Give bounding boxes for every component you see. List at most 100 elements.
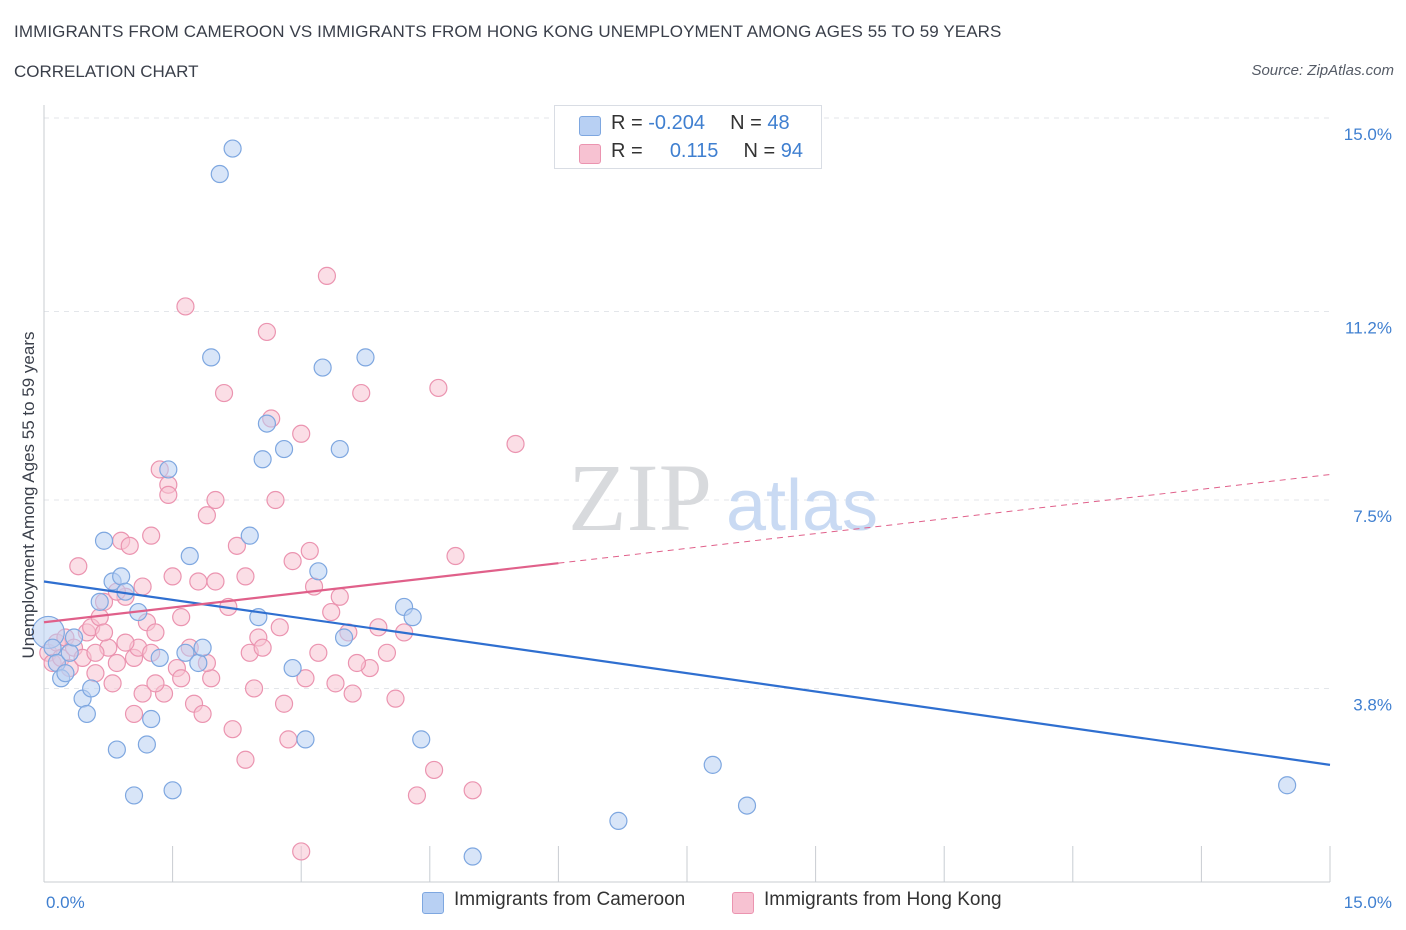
hongkong-point-93 bbox=[124, 704, 144, 724]
tick-labels: 3.8% 7.5% 11.2% 15.0% 0.0% 15.0% bbox=[46, 125, 1392, 912]
cameroon-point-43 bbox=[403, 608, 422, 627]
hongkong-point-82 bbox=[172, 669, 191, 688]
hongkong-point-86 bbox=[142, 526, 161, 545]
hongkong-point-90 bbox=[159, 485, 178, 505]
hongkong-point-64 bbox=[377, 643, 397, 662]
cameroon-point-6 bbox=[64, 628, 84, 647]
cameroon-point-5 bbox=[60, 643, 79, 662]
hongkong-point-36 bbox=[193, 704, 212, 724]
hongkong-point-53 bbox=[296, 669, 315, 688]
hongkong-point-32 bbox=[176, 297, 195, 316]
hongkong-point-35 bbox=[189, 572, 208, 591]
cameroon-point-8 bbox=[77, 704, 96, 724]
hongkong-point-58 bbox=[322, 602, 341, 622]
cameroon-point-14 bbox=[112, 567, 131, 586]
bottom-legend-swatch-hongkong bbox=[732, 892, 754, 914]
watermark: ZIP atlas bbox=[568, 444, 878, 551]
x-tick-label-1: 15.0% bbox=[1344, 893, 1392, 912]
watermark-zip: ZIP bbox=[568, 444, 712, 551]
hongkong-point-50 bbox=[279, 730, 298, 749]
hongkong-point-46 bbox=[257, 322, 277, 342]
cameroon-point-24 bbox=[180, 546, 199, 566]
hongkong-point-54 bbox=[300, 541, 319, 561]
hongkong-point-41 bbox=[223, 720, 242, 739]
cameroon-point-9 bbox=[82, 679, 101, 698]
cameroon-trend-line bbox=[43, 580, 1331, 766]
y-tick-label-0: 3.8% bbox=[1353, 695, 1392, 714]
y-tick-label-1: 7.5% bbox=[1353, 507, 1392, 526]
cameroon-point-40 bbox=[334, 628, 354, 647]
hongkong-point-52 bbox=[292, 424, 311, 443]
hongkong-point-92 bbox=[236, 567, 255, 586]
hongkong-point-11 bbox=[86, 664, 105, 683]
cameroon-point-26 bbox=[193, 638, 212, 657]
hongkong-point-85 bbox=[347, 653, 367, 673]
cameroon-points bbox=[31, 139, 1297, 866]
hongkong-point-15 bbox=[103, 674, 122, 693]
cameroon-point-10 bbox=[90, 592, 109, 611]
grid-lines bbox=[44, 117, 1330, 689]
cameroon-point-16 bbox=[124, 786, 144, 805]
cameroon-point-21 bbox=[159, 460, 178, 479]
hongkong-trend-line bbox=[43, 562, 559, 624]
hongkong-point-77 bbox=[244, 679, 264, 698]
cameroon-point-23 bbox=[176, 643, 195, 662]
bottom-legend-label-cameroon: Immigrants from Cameroon bbox=[454, 889, 686, 910]
source-credit: Source: ZipAtlas.com bbox=[1251, 62, 1394, 79]
hongkong-point-75 bbox=[94, 623, 114, 642]
hongkong-point-65 bbox=[386, 689, 405, 708]
hongkong-point-48 bbox=[266, 490, 285, 510]
legend-n-value-hongkong: 94 bbox=[780, 140, 804, 162]
legend-r-label: R = bbox=[611, 112, 643, 134]
cameroon-point-29 bbox=[223, 139, 242, 158]
cameroon-point-13 bbox=[107, 740, 126, 759]
legend-swatch-cameroon bbox=[579, 116, 601, 136]
chart-subtitle: CORRELATION CHART bbox=[14, 62, 199, 81]
cameroon-point-37 bbox=[309, 562, 328, 581]
hongkong-point-38 bbox=[202, 669, 221, 688]
hongkong-point-62 bbox=[352, 383, 371, 403]
cameroon-point-48 bbox=[737, 796, 757, 815]
x-tick-label-0: 0.0% bbox=[46, 893, 85, 912]
y-axis-label: Unemployment Among Ages 55 to 59 years bbox=[19, 331, 38, 659]
legend-swatch-hongkong bbox=[579, 144, 601, 164]
legend-r-value-cameroon: -0.204 bbox=[648, 112, 705, 134]
hongkong-point-22 bbox=[133, 577, 152, 596]
hongkong-point-43 bbox=[236, 750, 255, 769]
hongkong-point-51 bbox=[283, 552, 302, 571]
cameroon-point-33 bbox=[257, 414, 277, 433]
hongkong-point-7 bbox=[69, 557, 88, 576]
hongkong-point-72 bbox=[506, 434, 525, 454]
cameroon-point-18 bbox=[137, 735, 156, 754]
hongkong-point-71 bbox=[463, 781, 482, 800]
cameroon-point-45 bbox=[463, 847, 482, 866]
hongkong-point-69 bbox=[429, 378, 448, 398]
cameroon-point-34 bbox=[274, 439, 294, 459]
hongkong-point-78 bbox=[146, 674, 165, 693]
hongkong-point-61 bbox=[343, 684, 362, 703]
cameroon-point-39 bbox=[330, 439, 349, 459]
hongkong-point-80 bbox=[270, 618, 289, 637]
hongkong-points bbox=[39, 266, 525, 861]
hongkong-point-39 bbox=[206, 490, 225, 510]
hongkong-point-25 bbox=[146, 623, 165, 642]
cameroon-point-22 bbox=[163, 781, 182, 800]
hongkong-point-56 bbox=[309, 643, 328, 662]
cameroon-point-38 bbox=[313, 358, 332, 377]
cameroon-point-28 bbox=[210, 164, 229, 184]
cameroon-point-44 bbox=[412, 730, 431, 749]
hongkong-point-37 bbox=[197, 506, 216, 525]
cameroon-point-19 bbox=[142, 709, 161, 729]
hongkong-point-87 bbox=[86, 643, 105, 662]
cameroon-point-1 bbox=[43, 638, 62, 657]
hongkong-trend-extension bbox=[558, 474, 1331, 564]
hongkong-point-16 bbox=[107, 653, 126, 673]
cameroon-point-49 bbox=[1278, 776, 1297, 795]
hongkong-point-88 bbox=[253, 638, 272, 657]
hongkong-point-57 bbox=[317, 266, 337, 285]
hongkong-point-67 bbox=[407, 786, 427, 805]
hongkong-point-68 bbox=[424, 760, 444, 780]
cameroon-point-20 bbox=[150, 648, 169, 667]
hongkong-point-79 bbox=[116, 633, 135, 652]
cameroon-point-27 bbox=[202, 348, 221, 367]
